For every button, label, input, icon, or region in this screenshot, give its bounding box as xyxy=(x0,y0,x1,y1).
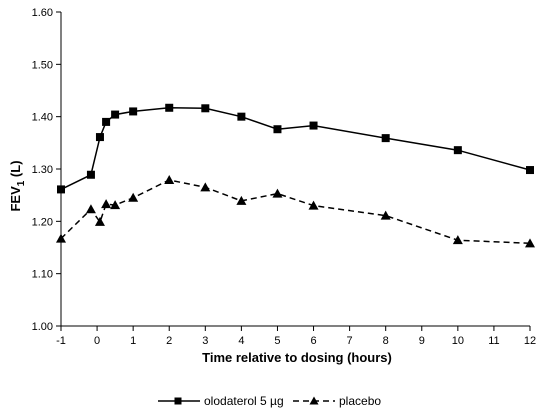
x-axis-title: Time relative to dosing (hours) xyxy=(202,350,392,365)
y-tick-label: 1.10 xyxy=(32,269,53,281)
x-tick-label: 10 xyxy=(452,335,464,347)
data-point-triangle xyxy=(85,204,96,214)
data-point-square xyxy=(526,166,534,175)
data-point-triangle xyxy=(272,188,283,198)
legend-item-olodaterol: olodaterol 5 µg xyxy=(158,394,284,408)
legend-label-placebo: placebo xyxy=(339,394,381,408)
data-point-triangle xyxy=(200,182,211,192)
data-point-square xyxy=(381,134,390,143)
y-tick-label: 1.60 xyxy=(32,7,53,19)
data-point-triangle xyxy=(101,199,112,209)
data-point-square xyxy=(237,112,246,121)
y-axis-title-unit: (L) xyxy=(8,160,23,180)
data-point-square xyxy=(86,170,95,179)
data-point-triangle xyxy=(128,192,139,202)
y-axis-title-main: FEV xyxy=(8,186,23,212)
y-axis-title: FEV1 (L) xyxy=(8,160,27,211)
data-point-triangle xyxy=(380,210,391,220)
data-point-square xyxy=(309,121,318,130)
data-point-triangle xyxy=(308,200,319,210)
legend-triangle-marker xyxy=(309,396,319,405)
data-point-triangle xyxy=(525,238,535,248)
data-point-triangle xyxy=(56,233,66,243)
legend-item-placebo: placebo xyxy=(293,394,381,408)
series-line xyxy=(60,179,531,245)
y-tick-label: 1.50 xyxy=(32,59,53,71)
x-tick-label: 12 xyxy=(524,335,536,347)
data-point-square xyxy=(57,185,65,194)
series-placebo xyxy=(56,174,535,248)
series-olodaterol xyxy=(57,103,534,194)
x-tick-label: 0 xyxy=(94,335,100,347)
legend-square-marker xyxy=(174,397,182,405)
x-tick-label: 4 xyxy=(238,335,244,347)
data-point-triangle xyxy=(452,235,463,245)
data-point-square xyxy=(129,107,138,116)
data-point-triangle xyxy=(236,195,247,205)
y-tick-label: 1.20 xyxy=(32,216,53,228)
data-point-square xyxy=(95,133,104,142)
x-tick-group: -1 0 1 2 3 4 5 6 7 8 9 10 11 12 xyxy=(56,326,536,347)
data-point-triangle xyxy=(94,216,105,226)
x-tick-label: 2 xyxy=(166,335,172,347)
data-point-square xyxy=(111,110,120,119)
data-point-triangle xyxy=(164,174,175,184)
x-tick-label: 7 xyxy=(347,335,353,347)
y-tick-label: 1.30 xyxy=(32,164,53,176)
x-tick-label: 5 xyxy=(274,335,280,347)
data-point-square xyxy=(453,146,462,155)
data-point-square xyxy=(165,103,174,112)
x-tick-label: 6 xyxy=(310,335,316,347)
x-tick-label: 9 xyxy=(419,335,425,347)
x-tick-label: 8 xyxy=(383,335,389,347)
data-point-triangle xyxy=(110,200,121,210)
x-tick-label: -1 xyxy=(56,335,66,347)
y-axis-title-subscript: 1 xyxy=(16,180,27,186)
x-tick-label: 3 xyxy=(202,335,208,347)
x-tick-label: 1 xyxy=(130,335,136,347)
data-point-square xyxy=(102,117,111,126)
data-point-square xyxy=(273,125,282,134)
y-tick-label: 1.40 xyxy=(32,112,53,124)
x-tick-label: 11 xyxy=(488,335,499,347)
series-layer xyxy=(56,103,535,248)
axes xyxy=(60,12,530,327)
data-point-square xyxy=(201,104,210,113)
legend: olodaterol 5 µg placebo xyxy=(158,394,381,408)
y-tick-group: 1.00 1.10 1.20 1.30 1.40 1.50 1.60 xyxy=(32,7,61,333)
legend-label-olodaterol: olodaterol 5 µg xyxy=(204,394,284,408)
y-tick-label: 1.00 xyxy=(32,321,53,333)
